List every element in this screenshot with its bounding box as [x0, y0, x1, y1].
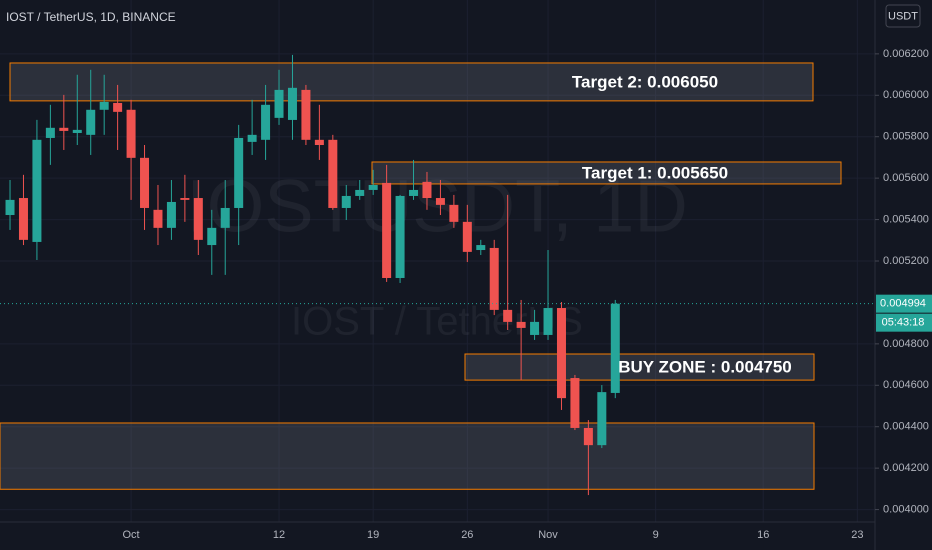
candle-body	[355, 189, 365, 196]
candle-body	[409, 189, 419, 196]
zone	[371, 161, 842, 185]
candle-body	[287, 87, 297, 120]
x-tick-label: 12	[273, 529, 285, 541]
candle-body	[597, 392, 607, 446]
candle-body	[86, 109, 96, 135]
zone	[0, 422, 815, 490]
header: IOST / TetherUS, 1D, BINANCE	[6, 10, 176, 24]
candle-body	[59, 127, 69, 131]
candle-body	[610, 303, 620, 393]
zone-labels: Target 2: 0.006050 Target 1: 0.005650 BUY …	[572, 72, 792, 376]
y-tick-label: 0.004400	[883, 421, 929, 433]
candle-body	[570, 378, 580, 428]
candle-body	[556, 308, 566, 399]
y-tick-label: 0.005400	[883, 213, 929, 225]
candle-body	[32, 139, 42, 242]
candle-body	[530, 321, 540, 335]
candle-body	[72, 129, 82, 133]
candle-body	[113, 102, 123, 112]
candle-body	[435, 198, 445, 205]
last-price-label: 0.004994	[880, 298, 926, 310]
candle-body	[382, 182, 392, 278]
zone	[464, 353, 815, 381]
watermark: IOSTUSDT, 1D	[186, 165, 688, 248]
candle-body	[207, 227, 217, 246]
x-tick-label: 16	[757, 529, 769, 541]
y-tick-label: 0.005200	[883, 255, 929, 267]
y-tick-label: 0.004200	[883, 462, 929, 474]
zone	[9, 62, 814, 102]
y-tick-label: 0.005600	[883, 172, 929, 184]
y-tick-label: 0.004800	[883, 338, 929, 350]
y-tick-label: 0.006200	[883, 48, 929, 60]
candle-body	[462, 221, 472, 252]
candle-body	[422, 181, 432, 199]
candle-body	[45, 127, 55, 138]
candle-body	[503, 309, 513, 322]
candle-body	[153, 209, 163, 228]
y-tick-label: 0.006000	[883, 89, 929, 101]
candle-body	[274, 89, 284, 118]
candle-body	[140, 157, 150, 208]
candle-body	[395, 195, 405, 278]
candle-body	[328, 139, 338, 208]
last-price-box	[876, 294, 932, 313]
candle-body	[99, 101, 109, 110]
candle-body	[5, 199, 15, 216]
currency-box[interactable]	[885, 4, 921, 28]
candle-body	[193, 198, 203, 240]
currency[interactable]: USDT	[888, 10, 918, 22]
candle-body	[516, 321, 526, 328]
candle-body	[261, 104, 271, 140]
candle-body	[180, 198, 190, 200]
zone-label: BUY ZONE : 0.004750	[618, 358, 792, 377]
candle-body	[543, 308, 553, 335]
candle-body	[301, 89, 311, 140]
x-tick-label: 19	[367, 529, 379, 541]
zone-label: Target 1: 0.005650	[582, 163, 728, 182]
x-tick-label: Oct	[123, 529, 140, 541]
candle-body	[18, 198, 28, 240]
candle-body	[583, 427, 593, 446]
x-tick-label: 26	[461, 529, 473, 541]
x-tick-label: 9	[653, 529, 659, 541]
candle-body	[449, 204, 459, 222]
axes: 0.004000 0.004200 0.004400 0.004600 0.004800…	[0, 48, 932, 541]
candle-body	[247, 134, 257, 142]
candle-body	[368, 184, 378, 190]
y-tick-label: 0.004600	[883, 379, 929, 391]
candle-body	[314, 139, 324, 145]
candle-body	[126, 109, 136, 158]
candle-body	[341, 195, 351, 208]
candles	[5, 54, 620, 496]
y-tick-label: 0.005800	[883, 131, 929, 143]
countdown-box	[876, 313, 932, 332]
candle-body	[476, 245, 486, 251]
candle-body	[234, 137, 244, 208]
candle-body	[489, 247, 499, 310]
zone-label: Target 2: 0.006050	[572, 72, 718, 91]
x-tick-label: Nov	[538, 529, 558, 541]
candle-body	[220, 207, 230, 228]
watermark-sub: IOST / TetherUS	[291, 300, 583, 344]
countdown: 05:43:18	[882, 317, 925, 329]
x-tick-label: 23	[851, 529, 863, 541]
zones	[0, 62, 842, 490]
y-tick-label: 0.004000	[883, 503, 929, 515]
candle-body	[166, 201, 176, 228]
